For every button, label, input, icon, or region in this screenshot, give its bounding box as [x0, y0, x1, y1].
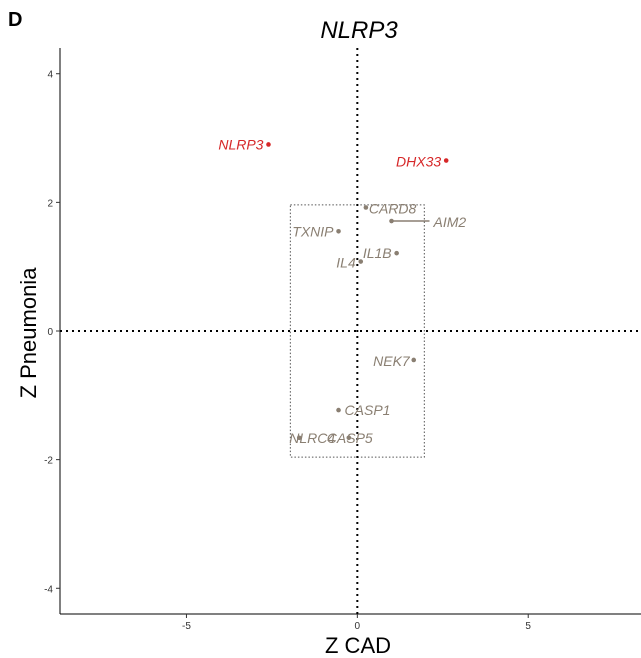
data-point-label: NEK7	[373, 353, 411, 369]
y-tick-label: 0	[47, 327, 53, 338]
data-point	[346, 435, 352, 441]
data-point	[411, 357, 417, 363]
data-point	[296, 435, 302, 441]
data-point-label: NLRP3	[218, 136, 263, 152]
data-point	[358, 259, 364, 264]
x-tick-label: 0	[355, 621, 361, 632]
plot-area: -5 0 5 -4 -2 0 2 4 NLRP3 DHX33 CARD8 AIM2 TXNIP IL1B I…	[44, 48, 641, 632]
data-point-label: DHX33	[396, 154, 441, 170]
y-tick-label: -4	[44, 584, 53, 595]
data-point	[336, 229, 341, 234]
data-point-label: CASP5	[327, 430, 373, 446]
data-point	[443, 158, 449, 163]
data-point-label: CARD8	[369, 201, 417, 217]
data-point-label: IL1B	[363, 245, 392, 261]
chart-title: NLRP3	[320, 17, 398, 44]
data-point	[363, 205, 369, 210]
x-tick-label: 5	[525, 621, 531, 632]
data-point-label: TXNIP	[292, 223, 334, 239]
data-point-label: IL4	[336, 255, 356, 271]
x-axis-title: Z CAD	[325, 633, 391, 658]
data-point-label: AIM2	[433, 214, 467, 230]
panel-label: D	[8, 9, 22, 31]
y-axis-title: Z Pneumonia	[16, 267, 41, 399]
y-tick-label: 2	[47, 198, 53, 209]
y-tick-label: -2	[44, 456, 53, 467]
data-point	[394, 250, 399, 256]
x-tick-label: -5	[182, 621, 191, 632]
data-point	[266, 142, 271, 147]
data-point	[389, 218, 394, 224]
data-point	[336, 407, 341, 413]
data-point-label: CASP1	[345, 402, 391, 418]
y-tick-label: 4	[47, 70, 53, 81]
data-point-label: NLRC4	[289, 430, 335, 446]
